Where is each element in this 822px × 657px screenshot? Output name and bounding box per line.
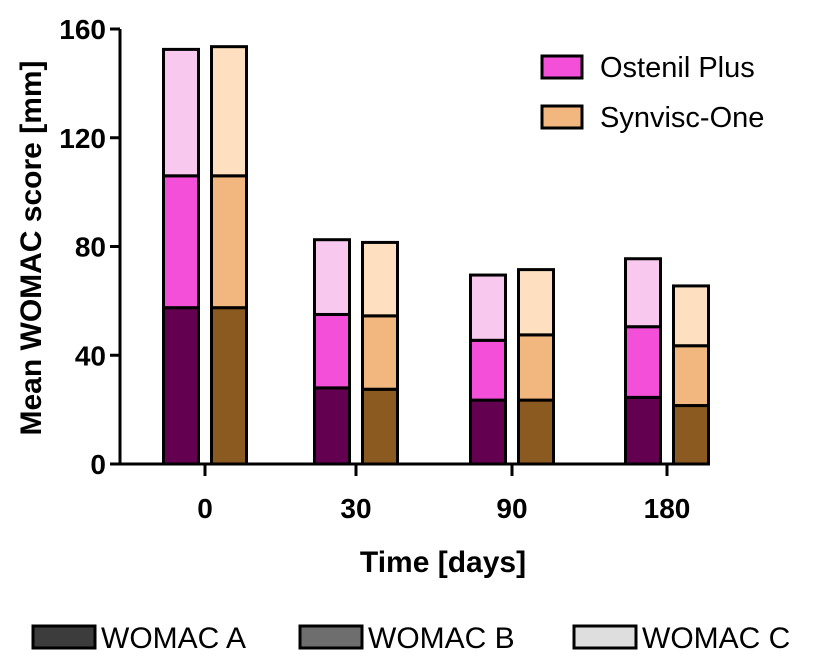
bar-segment-ostenil-plus-womac-a-0: [162, 306, 200, 466]
y-tick-label-40: 40: [75, 340, 106, 371]
bar-segment-ostenil-plus-womac-a-180: [624, 395, 662, 466]
bar-segment-ostenil-plus-womac-c-0: [162, 47, 200, 178]
bar-segment-synvisc-one-womac-c-90: [517, 268, 555, 337]
group-legend: Ostenil Plus Synvisc-One: [540, 52, 764, 134]
x-axis-label: Time [days]: [360, 546, 526, 579]
legend-swatch-womac-c: [572, 624, 638, 650]
legend-swatch-ostenil-plus: [540, 54, 584, 80]
legend-label-synvisc-one: Synvisc-One: [600, 102, 764, 134]
component-legend: WOMAC A WOMAC B WOMAC C: [31, 622, 790, 655]
y-tick-label-120: 120: [59, 123, 106, 154]
bar-segment-synvisc-one-womac-b-90: [517, 333, 555, 402]
y-tick-label-0: 0: [90, 449, 106, 480]
legend-label-womac-b: WOMAC B: [368, 622, 515, 655]
bar-segment-ostenil-plus-womac-c-30: [313, 238, 351, 316]
bar-segment-synvisc-one-womac-c-30: [361, 240, 399, 318]
legend-label-womac-a: WOMAC A: [101, 622, 246, 655]
axes: 0 40 80 120 160 0 30 90 180: [59, 14, 690, 524]
y-axis-label: Mean WOMAC score [mm]: [15, 60, 48, 435]
bar-segment-synvisc-one-womac-c-0: [210, 45, 248, 178]
bar-segment-ostenil-plus-womac-c-90: [469, 273, 507, 342]
bar-segment-synvisc-one-womac-a-0: [210, 306, 248, 466]
legend-swatch-womac-a: [31, 624, 97, 650]
bar-segment-synvisc-one-womac-c-180: [672, 284, 710, 348]
x-tick-label-180: 180: [644, 493, 691, 524]
bar-segment-synvisc-one-womac-a-180: [672, 404, 710, 466]
bar-segment-ostenil-plus-womac-a-90: [469, 398, 507, 466]
bar-segment-ostenil-plus-womac-c-180: [624, 257, 662, 329]
legend-swatch-womac-b: [298, 624, 364, 650]
legend-swatch-synvisc-one: [540, 104, 584, 130]
bar-segment-ostenil-plus-womac-a-30: [313, 386, 351, 466]
bar-segment-synvisc-one-womac-b-180: [672, 344, 710, 408]
bar-segment-ostenil-plus-womac-b-0: [162, 174, 200, 310]
bar-segment-ostenil-plus-womac-b-180: [624, 325, 662, 399]
bar-segment-synvisc-one-womac-a-90: [517, 398, 555, 466]
bar-segment-synvisc-one-womac-b-0: [210, 174, 248, 310]
bar-segment-synvisc-one-womac-b-30: [361, 314, 399, 391]
legend-label-ostenil-plus: Ostenil Plus: [600, 52, 755, 84]
x-tick-label-0: 0: [197, 493, 213, 524]
x-tick-label-30: 30: [340, 493, 371, 524]
bar-area: [162, 45, 710, 466]
y-tick-label-80: 80: [75, 232, 106, 263]
bar-segment-synvisc-one-womac-a-30: [361, 387, 399, 466]
y-tick-label-160: 160: [59, 14, 106, 45]
legend-label-womac-c: WOMAC C: [642, 622, 790, 655]
x-tick-label-90: 90: [496, 493, 527, 524]
bar-segment-ostenil-plus-womac-b-90: [469, 338, 507, 402]
bar-segment-ostenil-plus-womac-b-30: [313, 312, 351, 390]
